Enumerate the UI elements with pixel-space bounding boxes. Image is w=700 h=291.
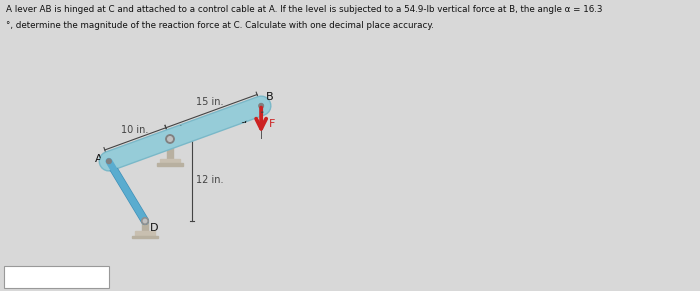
Circle shape (144, 219, 147, 223)
Text: 15 in.: 15 in. (196, 97, 223, 107)
Circle shape (259, 104, 263, 108)
Text: a: a (241, 115, 247, 125)
Text: C: C (177, 125, 185, 135)
Bar (167, 139, 174, 159)
Bar (4, 266, 109, 288)
Circle shape (168, 137, 172, 141)
Text: D: D (150, 223, 158, 233)
Text: 12 in.: 12 in. (196, 175, 223, 185)
Circle shape (141, 218, 148, 224)
Bar (160, 159, 180, 164)
Circle shape (166, 135, 174, 143)
Text: A: A (95, 154, 103, 164)
Circle shape (106, 159, 111, 164)
Text: °, determine the magnitude of the reaction force at C. Calculate with one decima: °, determine the magnitude of the reacti… (6, 21, 434, 30)
Bar (132, 235, 158, 238)
Text: 10 in.: 10 in. (120, 125, 148, 135)
Text: F: F (270, 119, 276, 129)
Bar (142, 221, 148, 231)
Bar (135, 231, 155, 235)
Text: B: B (266, 92, 274, 102)
Bar (157, 164, 183, 166)
Text: A lever AB is hinged at C and attached to a control cable at A. If the level is : A lever AB is hinged at C and attached t… (6, 5, 603, 14)
